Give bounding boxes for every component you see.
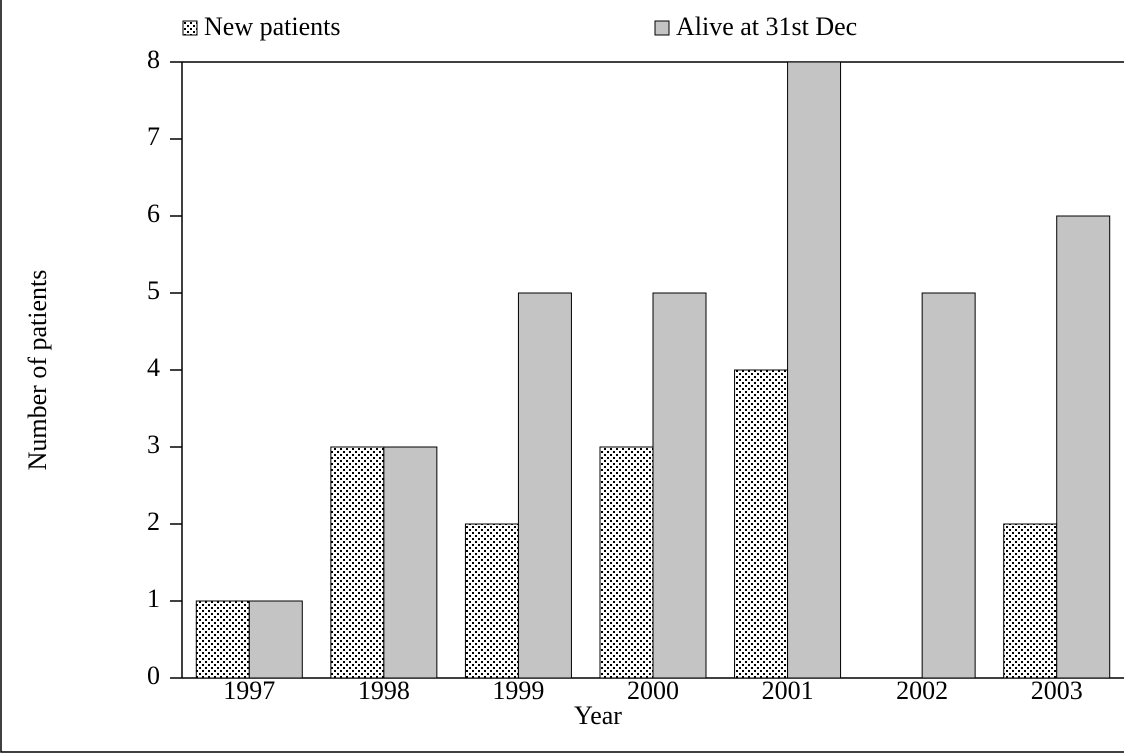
- y-tick-label: 2: [147, 507, 160, 536]
- legend-swatch: [654, 20, 670, 36]
- y-tick-label: 3: [147, 430, 160, 459]
- bar: [464, 523, 519, 679]
- legend-label: New patients: [204, 12, 340, 41]
- legend-swatch: [182, 20, 198, 36]
- y-axis-label: Number of patients: [23, 270, 52, 471]
- x-tick-label: 2001: [762, 676, 814, 705]
- bar: [599, 446, 654, 679]
- bar: [1003, 523, 1058, 679]
- y-tick-label: 1: [147, 584, 160, 613]
- x-tick-label: 1997: [223, 676, 275, 705]
- legend-label: Alive at 31st Dec: [676, 12, 857, 41]
- bar: [787, 61, 842, 679]
- x-tick-label: 2000: [627, 676, 679, 705]
- bar: [652, 292, 707, 679]
- bar: [1056, 215, 1111, 679]
- bar: [195, 600, 250, 679]
- bar: [921, 292, 976, 679]
- x-tick-label: 2003: [1031, 676, 1083, 705]
- x-axis-label: Year: [574, 701, 622, 730]
- x-tick-label: 1999: [492, 676, 544, 705]
- y-tick-label: 4: [147, 353, 160, 382]
- bar: [734, 369, 789, 679]
- y-tick-label: 6: [147, 199, 160, 228]
- x-tick-label: 1998: [358, 676, 410, 705]
- bar: [383, 446, 438, 679]
- bar: [248, 600, 303, 679]
- y-tick-label: 0: [147, 661, 160, 690]
- y-tick-label: 8: [147, 45, 160, 74]
- y-tick-label: 7: [147, 122, 160, 151]
- bar: [517, 292, 572, 679]
- bar: [330, 446, 385, 679]
- x-tick-label: 2002: [896, 676, 948, 705]
- y-tick-label: 5: [147, 276, 160, 305]
